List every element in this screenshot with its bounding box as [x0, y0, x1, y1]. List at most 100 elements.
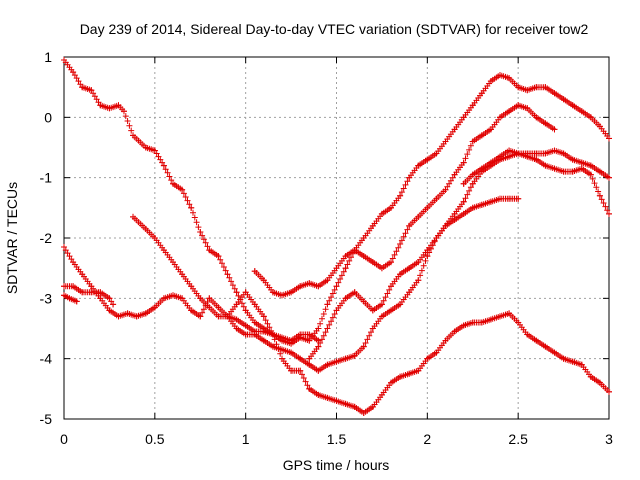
data-point — [315, 325, 322, 332]
data-point — [397, 271, 404, 278]
data-point — [333, 358, 340, 365]
data-point — [487, 198, 494, 205]
series-trace-9 — [460, 147, 612, 217]
data-point — [251, 301, 258, 308]
y-tick-label: -1 — [40, 170, 53, 186]
data-point — [342, 253, 349, 260]
data-point — [288, 367, 295, 374]
data-point — [542, 150, 549, 157]
x-tick-label: 1 — [242, 431, 250, 447]
chart-title: Day 239 of 2014, Sidereal Day-to-day VTE… — [80, 21, 589, 37]
data-point — [506, 75, 513, 82]
data-point — [433, 235, 440, 241]
x-tick-label: 1.5 — [327, 431, 347, 447]
data-point — [324, 325, 331, 332]
series-layer — [61, 57, 612, 416]
data-point — [242, 307, 249, 314]
data-point — [151, 235, 158, 241]
data-point — [497, 72, 503, 79]
data-point — [251, 328, 258, 335]
data-point — [297, 355, 304, 362]
data-point — [315, 343, 322, 350]
data-point — [451, 328, 458, 335]
data-point — [179, 295, 186, 302]
data-point — [342, 355, 349, 362]
data-point — [360, 298, 367, 305]
data-point — [170, 180, 176, 187]
data-point — [551, 126, 558, 133]
data-point — [297, 331, 304, 338]
data-point — [551, 165, 558, 172]
data-point — [515, 319, 522, 326]
data-point — [506, 310, 513, 317]
data-point — [306, 361, 313, 368]
data-point — [551, 90, 558, 97]
data-point — [378, 265, 385, 272]
data-point — [451, 216, 458, 223]
series-trace-5 — [130, 213, 322, 344]
data-point — [560, 96, 567, 103]
data-point — [487, 159, 494, 166]
data-point — [533, 114, 540, 121]
x-tick-label: 2 — [423, 431, 431, 447]
data-point — [397, 373, 404, 380]
data-point — [506, 108, 513, 115]
data-point — [351, 352, 358, 359]
data-point — [360, 343, 367, 350]
data-point — [424, 247, 431, 254]
data-point — [306, 280, 313, 287]
data-point — [324, 277, 331, 284]
data-point — [524, 331, 531, 338]
data-point — [424, 156, 431, 163]
data-point — [88, 283, 95, 290]
data-point — [478, 132, 485, 139]
data-point — [106, 307, 113, 314]
data-point — [179, 186, 186, 193]
data-point — [206, 247, 213, 254]
data-point — [460, 159, 467, 166]
data-point — [79, 271, 86, 278]
data-point — [197, 313, 204, 320]
data-point — [515, 84, 522, 91]
data-point — [279, 355, 285, 362]
data-point — [606, 135, 612, 142]
data-point — [197, 295, 204, 302]
y-tick-label: 0 — [44, 109, 52, 125]
data-point — [369, 403, 376, 410]
data-point — [215, 253, 222, 260]
y-tick-labels: 1 0 -1 -2 -3 -4 -5 — [40, 49, 53, 427]
data-point — [397, 301, 404, 308]
data-point — [279, 292, 285, 299]
data-point — [388, 283, 394, 290]
data-point — [433, 195, 440, 202]
data-point — [79, 84, 86, 91]
data-point — [206, 295, 213, 302]
trace-markers — [61, 147, 612, 374]
data-point — [596, 192, 603, 199]
data-point — [306, 385, 313, 392]
data-point — [415, 367, 422, 374]
data-point — [251, 268, 258, 275]
data-point — [442, 138, 449, 145]
data-point — [61, 57, 67, 64]
data-point — [224, 271, 231, 278]
data-point — [110, 301, 117, 308]
data-point — [260, 328, 267, 335]
data-point — [442, 222, 449, 229]
data-point — [451, 171, 458, 178]
data-point — [88, 289, 95, 296]
data-point — [469, 204, 476, 211]
data-point — [260, 337, 267, 344]
data-point — [497, 153, 503, 160]
data-point — [415, 259, 422, 266]
data-point — [451, 126, 458, 133]
data-point — [188, 204, 195, 211]
data-point — [130, 213, 137, 220]
data-point — [133, 313, 140, 320]
data-point — [406, 174, 413, 181]
data-point — [542, 84, 549, 91]
y-tick-label: -4 — [40, 351, 53, 367]
data-point — [460, 114, 467, 121]
data-point — [506, 147, 513, 154]
